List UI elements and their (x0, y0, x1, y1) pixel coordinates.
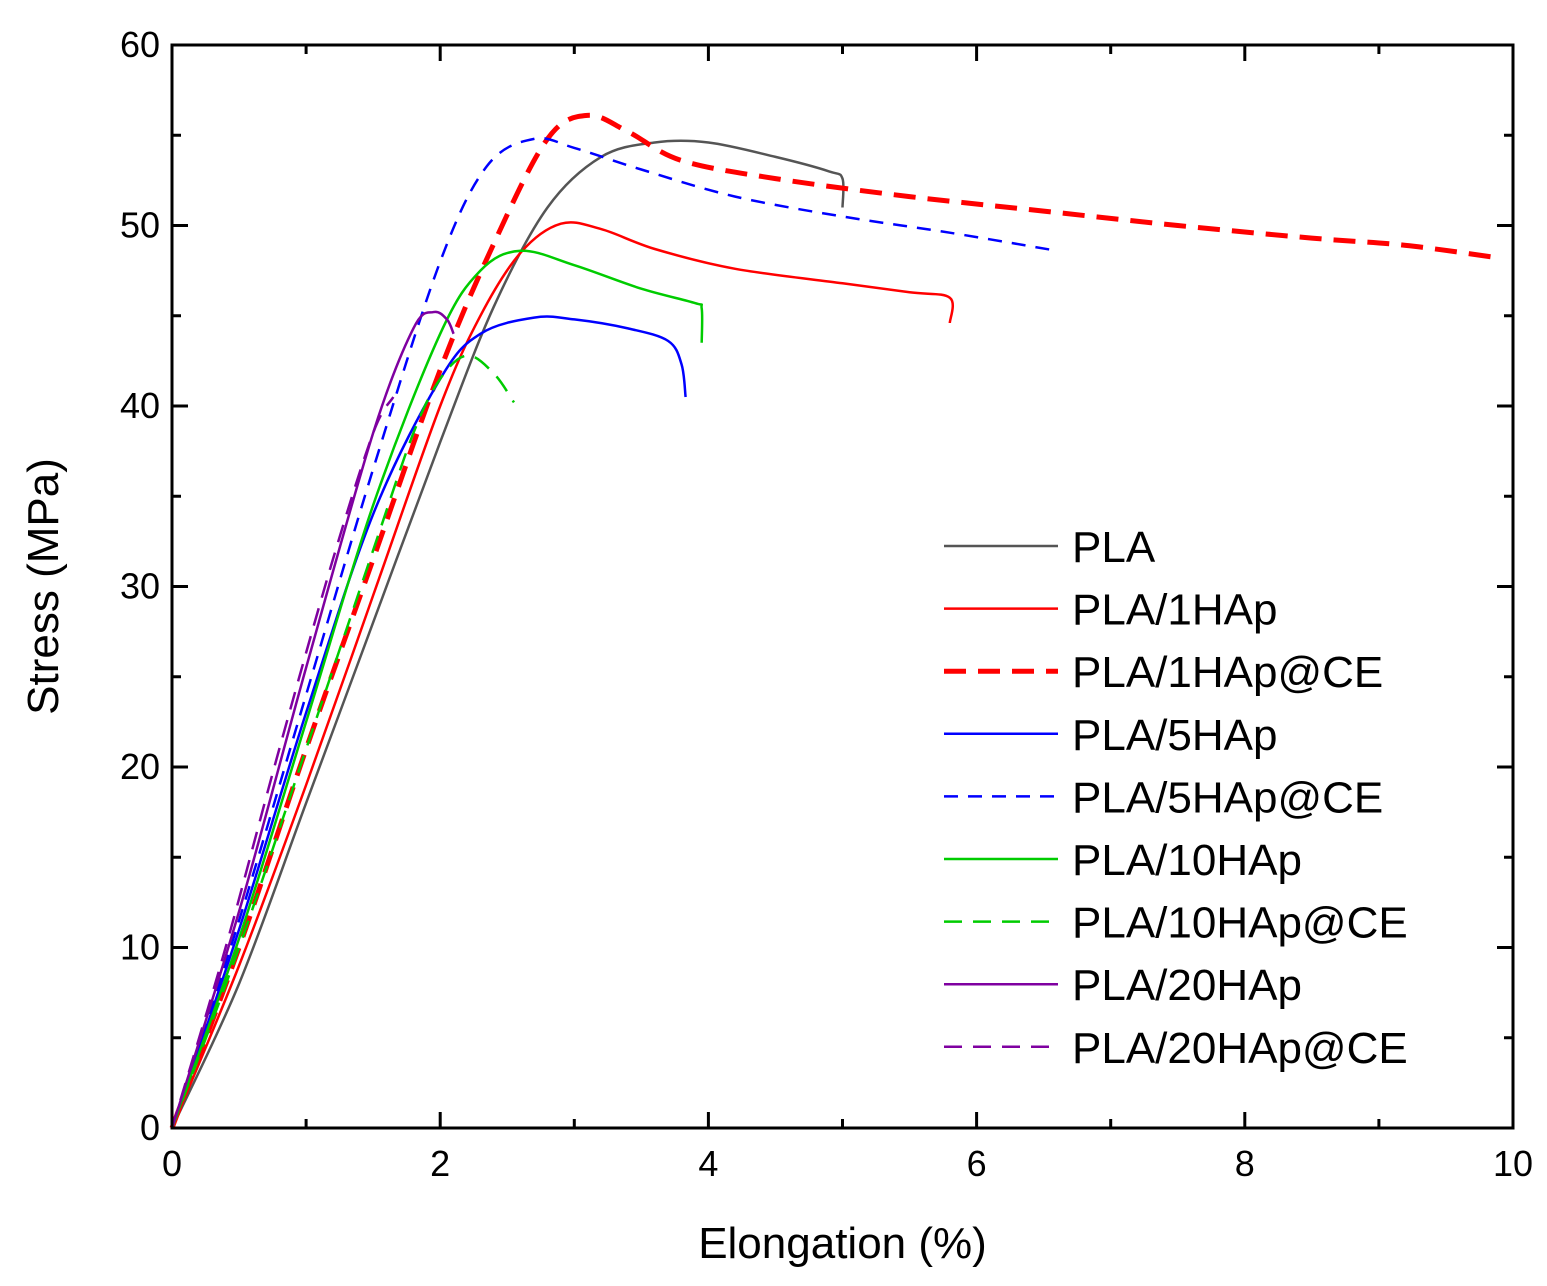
x-axis-label: Elongation (%) (698, 1219, 987, 1268)
series-line-pla-10hap (170, 249, 704, 1129)
series-line-pla-20hap (170, 310, 455, 1129)
y-tick-label: 40 (120, 385, 160, 426)
series-line-pla-1hap (170, 221, 954, 1129)
y-tick-label: 10 (120, 927, 160, 968)
x-axis-ticks: 0 2 4 6 8 10 (162, 45, 1533, 1184)
x-tick-label: 2 (430, 1143, 450, 1184)
plot-curves (169, 112, 1500, 1129)
x-tick-label: 8 (1235, 1143, 1255, 1184)
legend-label: PLA/5HAp (1072, 711, 1277, 760)
legend: PLA PLA/1HAp PLA/1HAp@CE PLA/5HAp PLA/5HAp@C… (944, 523, 1408, 1073)
y-axis-ticks: 0 10 20 30 40 50 60 (120, 24, 1513, 1148)
y-tick-label: 20 (120, 746, 160, 787)
legend-label: PLA/20HAp@CE (1072, 1024, 1408, 1073)
x-tick-label: 10 (1493, 1143, 1533, 1184)
x-tick-label: 4 (698, 1143, 718, 1184)
series-line-pla-20hap-ce (170, 396, 395, 1129)
y-tick-label: 50 (120, 205, 160, 246)
series-line-pla (170, 139, 845, 1129)
y-tick-label: 30 (120, 566, 160, 607)
y-tick-label: 0 (140, 1107, 160, 1148)
y-axis-label: Stress (MPa) (19, 458, 68, 715)
series-line-pla-5hap (170, 315, 687, 1129)
legend-label: PLA/1HAp (1072, 586, 1277, 635)
legend-label: PLA/10HAp@CE (1072, 899, 1408, 948)
series-line-pla-10hap-ce (170, 354, 516, 1129)
x-tick-label: 6 (967, 1143, 987, 1184)
series-line-pla-1hap-ce (169, 112, 1500, 1129)
legend-label: PLA/10HAp (1072, 836, 1302, 885)
legend-label: PLA/20HAp (1072, 961, 1302, 1010)
series-line-pla-5hap-ce (170, 136, 1058, 1129)
legend-label: PLA/5HAp@CE (1072, 773, 1383, 822)
legend-label: PLA/1HAp@CE (1072, 648, 1383, 697)
y-tick-label: 60 (120, 24, 160, 65)
x-tick-label: 0 (162, 1143, 182, 1184)
legend-label: PLA (1072, 523, 1156, 572)
